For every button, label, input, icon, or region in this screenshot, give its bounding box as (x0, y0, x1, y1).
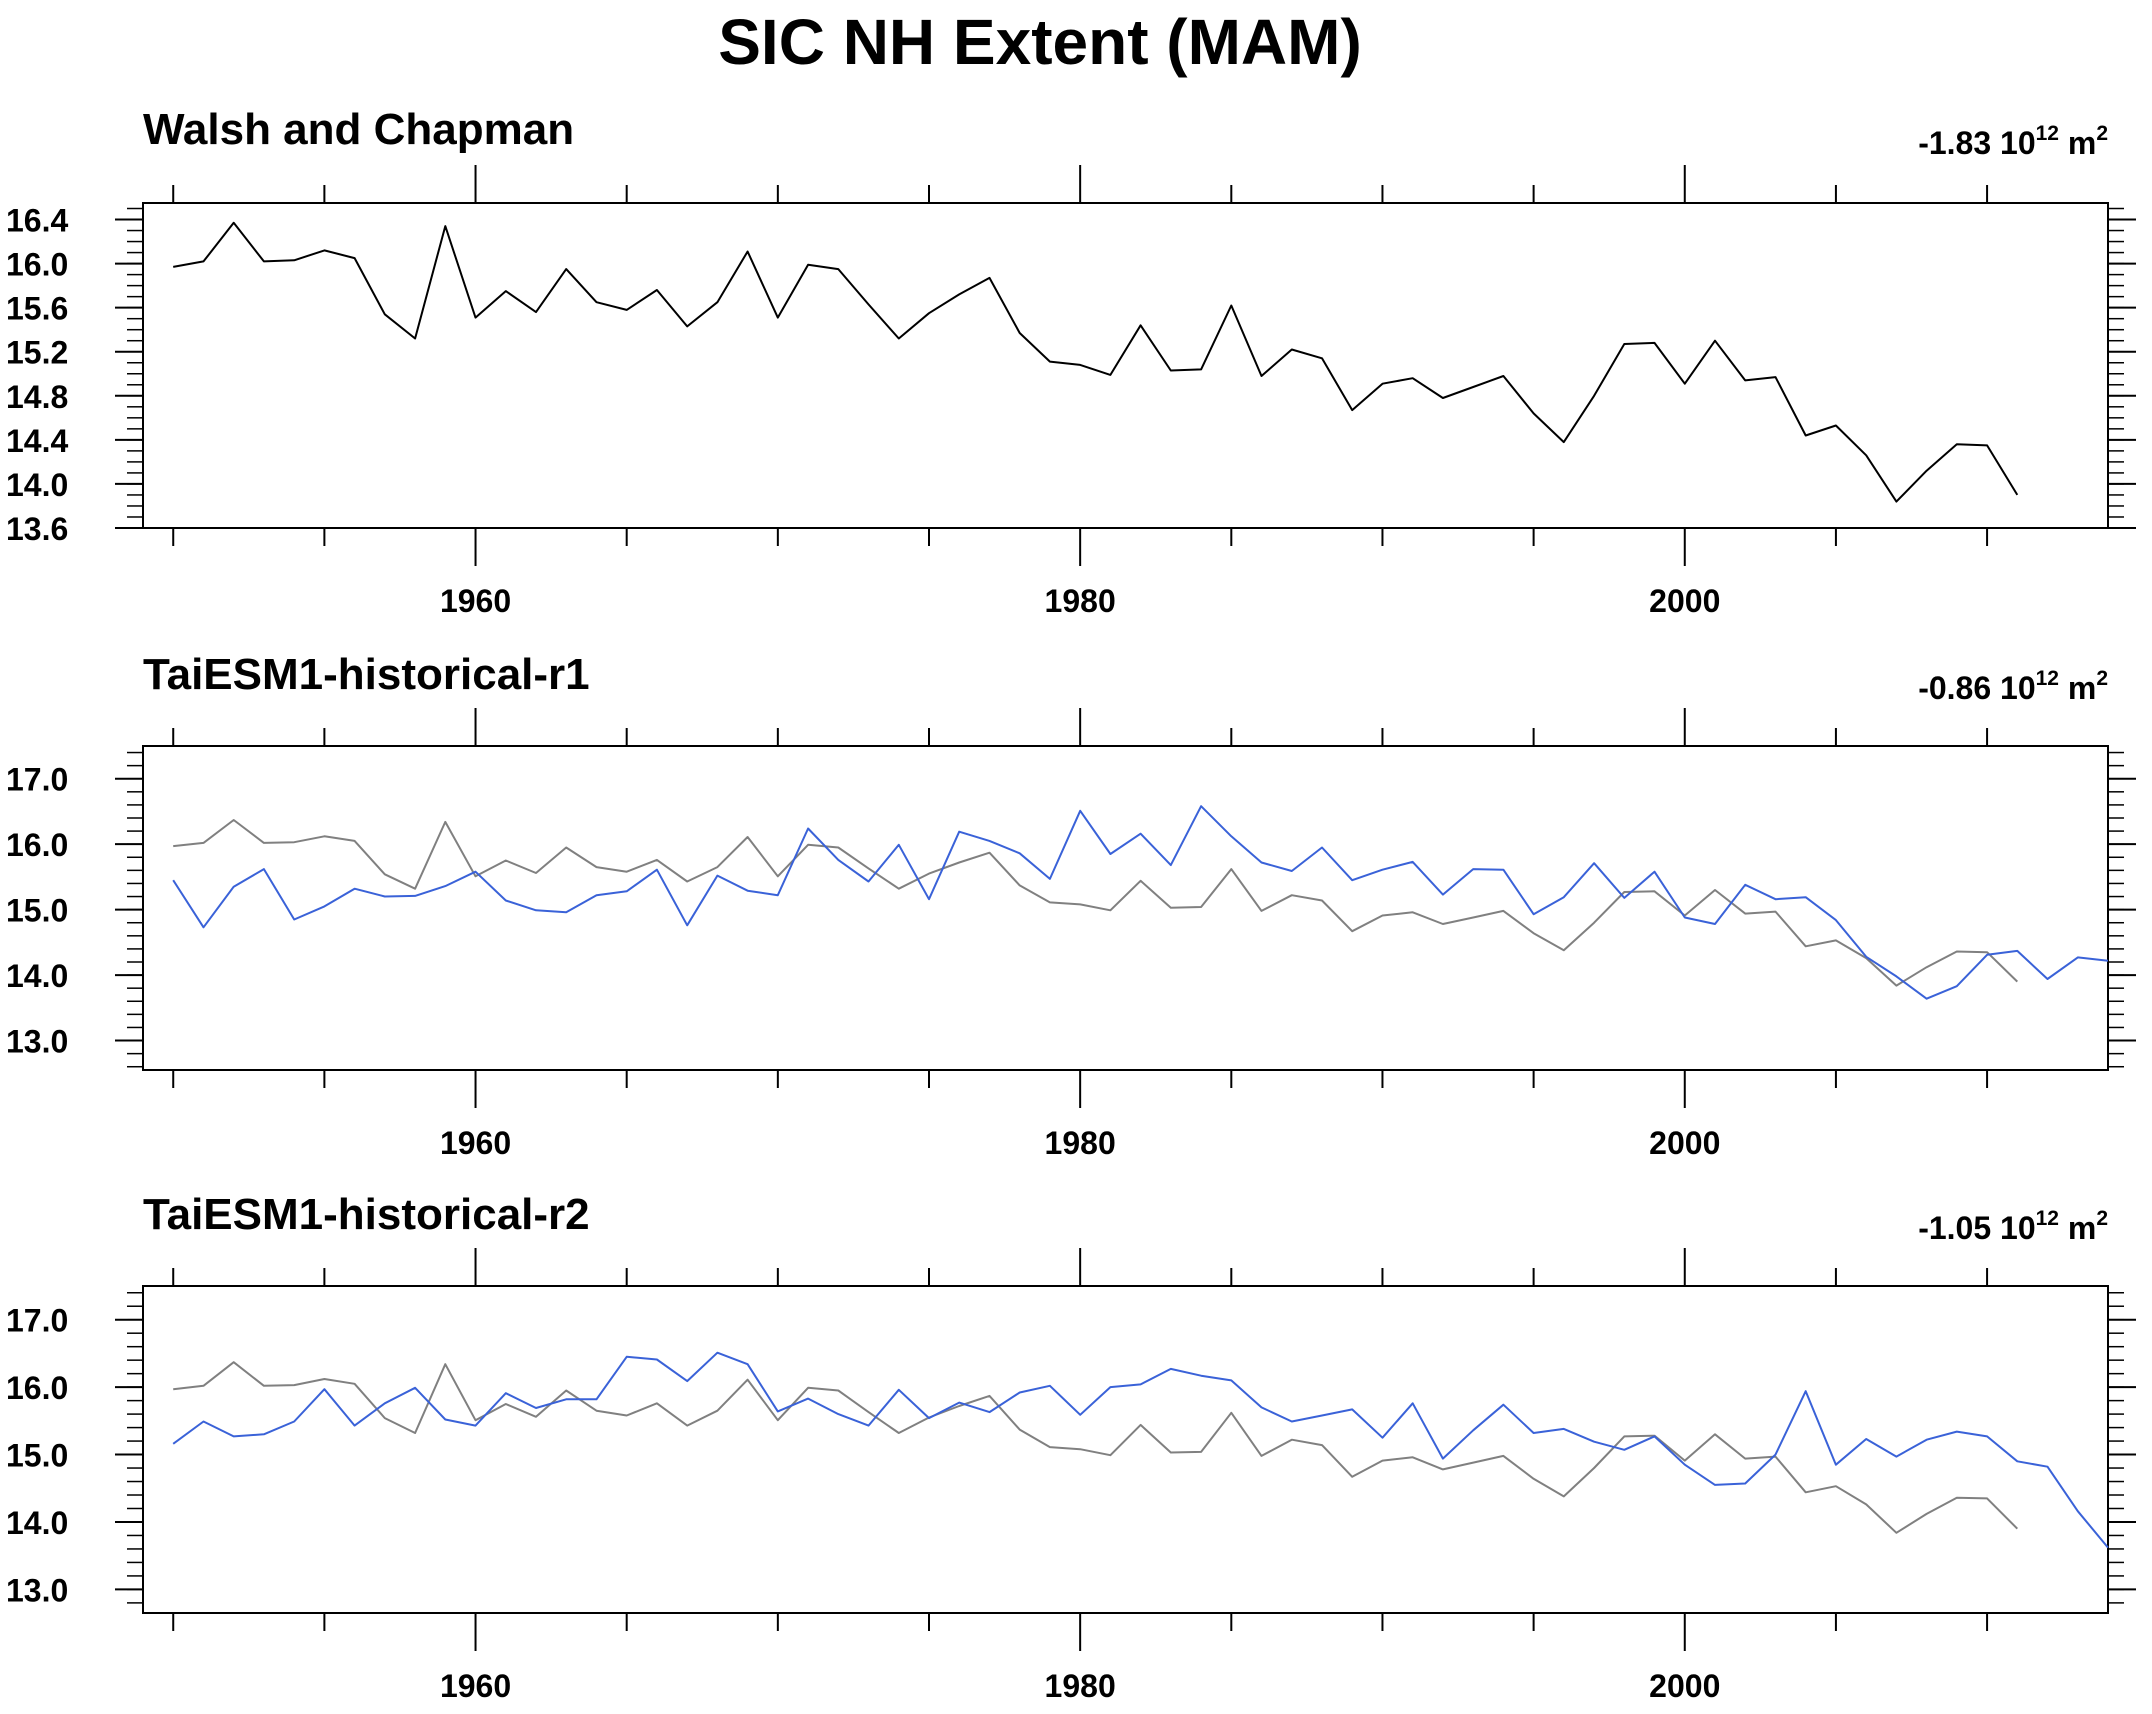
plot-area: 1960 1980 2000 13.0 14.0 15.0 16.0 17.0 (6, 1248, 2136, 1704)
panel-r2: TaiESM1-historical-r2 -1.05 1012 m2 1960… (6, 1190, 2136, 1704)
plot-frame (142, 745, 2109, 1071)
y-tick-label: 17.0 (6, 1303, 68, 1339)
trend-label: -1.05 1012 m2 (1918, 1207, 2108, 1246)
series-line-reference (173, 819, 2018, 987)
trend-exponent: 12 (2036, 667, 2059, 690)
y-tick-label: 16.4 (6, 203, 68, 239)
trend-exponent: 12 (2036, 1207, 2059, 1230)
trend-label: -1.83 1012 m2 (1918, 122, 2108, 161)
x-tick-label: 1980 (1045, 1125, 1116, 1161)
x-tick-label: 2000 (1649, 1668, 1720, 1704)
trend-unit-exponent: 2 (2096, 122, 2108, 145)
y-tick-label: 15.0 (6, 1438, 68, 1474)
trend-unit-exponent: 2 (2096, 667, 2108, 690)
panel-r1: TaiESM1-historical-r1 -0.86 1012 m2 1960… (6, 650, 2136, 1161)
panel-title: Walsh and Chapman (143, 105, 574, 154)
trend-unit: m (2068, 1210, 2096, 1246)
y-tick-label: 14.0 (6, 958, 68, 994)
series-line-model (172, 805, 2109, 1000)
series-line-reference (173, 1361, 2019, 1534)
y-tick-label: 13.6 (6, 511, 68, 547)
y-tick-label: 15.6 (6, 291, 68, 327)
trend-base: 10 (2000, 670, 2036, 706)
y-tick-label: 14.8 (6, 379, 68, 415)
trend-exponent: 12 (2036, 122, 2059, 145)
panel-title: TaiESM1-historical-r2 (143, 1190, 590, 1239)
y-tick-label: 16.0 (6, 1370, 68, 1406)
trend-unit: m (2068, 670, 2096, 706)
series-line-model (172, 1351, 2109, 1549)
x-tick-label: 2000 (1649, 1125, 1720, 1161)
trend-value: -0.86 (1918, 670, 1991, 706)
x-tick-label: 1980 (1045, 583, 1116, 619)
trend-unit: m (2068, 125, 2096, 161)
y-tick-label: 17.0 (6, 762, 68, 798)
y-tick-label: 15.0 (6, 893, 68, 929)
y-tick-label: 15.2 (6, 335, 68, 371)
x-tick-label: 1960 (440, 1125, 511, 1161)
y-tick-label: 14.0 (6, 467, 68, 503)
figure-title: SIC NH Extent (MAM) (718, 6, 1362, 78)
trend-unit-exponent: 2 (2096, 1207, 2108, 1230)
trend-value: -1.83 (1918, 125, 1991, 161)
y-tick-label: 16.0 (6, 827, 68, 863)
plot-area: 1960 1980 2000 13.0 14.0 15.0 16.0 17.0 (6, 708, 2136, 1161)
panel-title: TaiESM1-historical-r1 (143, 650, 590, 699)
trend-label: -0.86 1012 m2 (1918, 667, 2108, 706)
y-tick-label: 16.0 (6, 247, 68, 283)
x-tick-label: 1960 (440, 1668, 511, 1704)
y-tick-label: 13.0 (6, 1024, 68, 1060)
plot-frame (142, 202, 2109, 529)
y-tick-label: 14.0 (6, 1505, 68, 1541)
plot-frame (142, 1285, 2109, 1614)
trend-base: 10 (2000, 1210, 2036, 1246)
trend-base: 10 (2000, 125, 2036, 161)
x-tick-label: 1960 (440, 583, 511, 619)
panel-walsh-chapman: Walsh and Chapman -1.83 1012 m2 1960 1980… (6, 105, 2136, 619)
x-tick-label: 1980 (1045, 1668, 1116, 1704)
trend-value: -1.05 (1918, 1210, 1991, 1246)
plot-area: 1960 1980 2000 13.6 14.0 14.4 14.8 15.2 15.6 16.0… (6, 165, 2136, 619)
y-tick-label: 14.4 (6, 423, 68, 459)
y-tick-label: 13.0 (6, 1572, 68, 1608)
series-line-observation (173, 221, 2019, 503)
x-tick-label: 2000 (1649, 583, 1720, 619)
